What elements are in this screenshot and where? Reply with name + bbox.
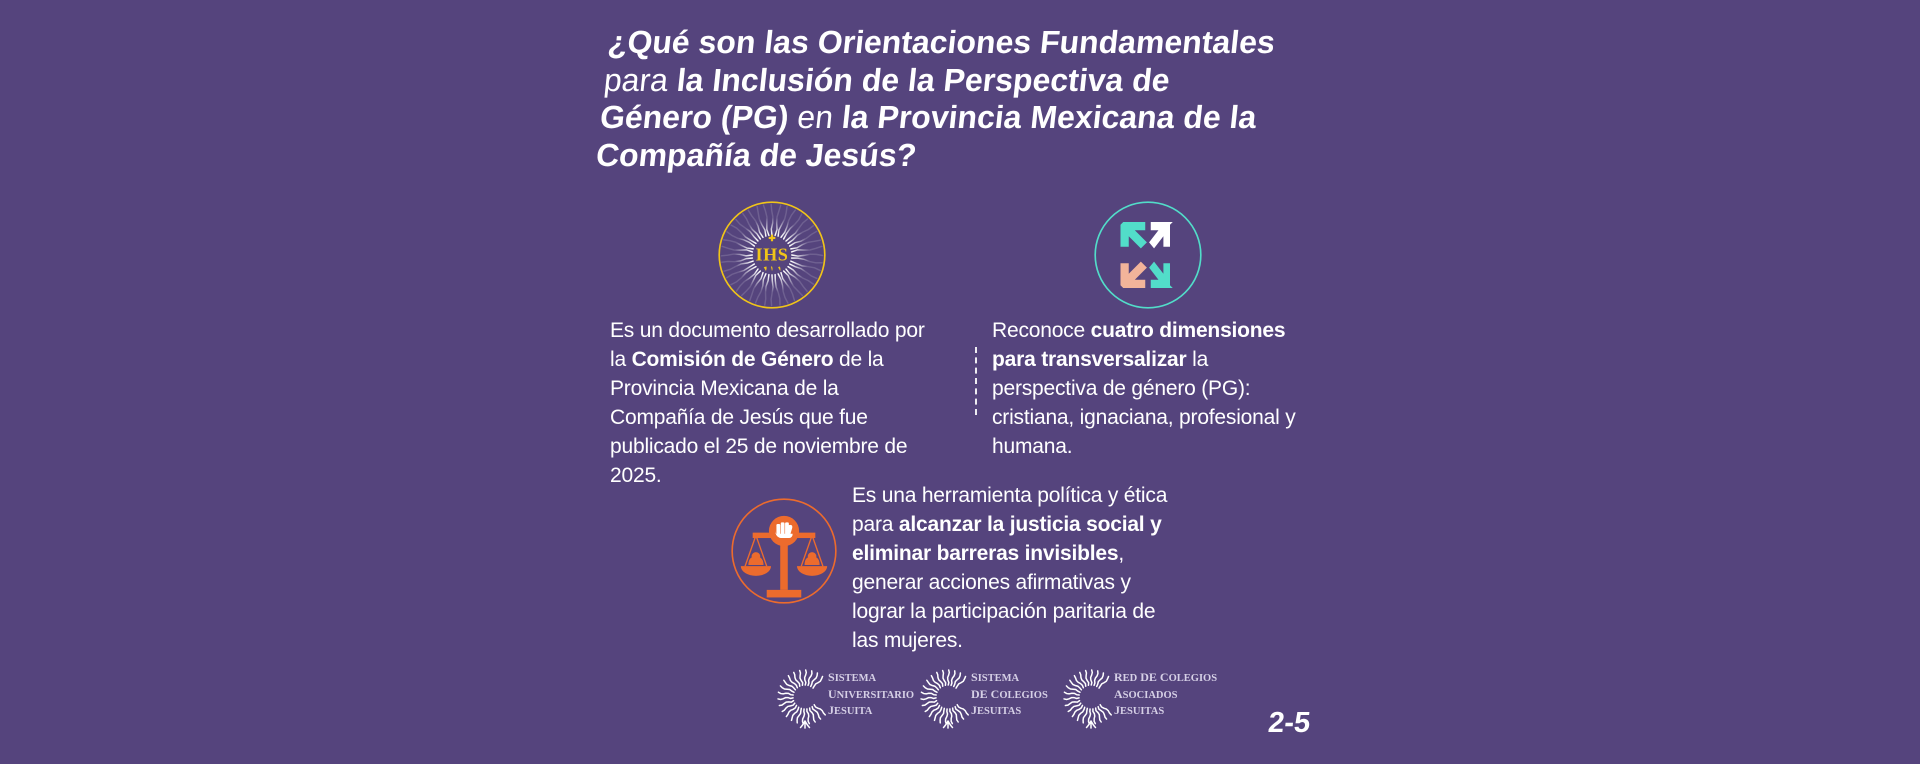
svg-text:IHS: IHS [756,245,789,265]
